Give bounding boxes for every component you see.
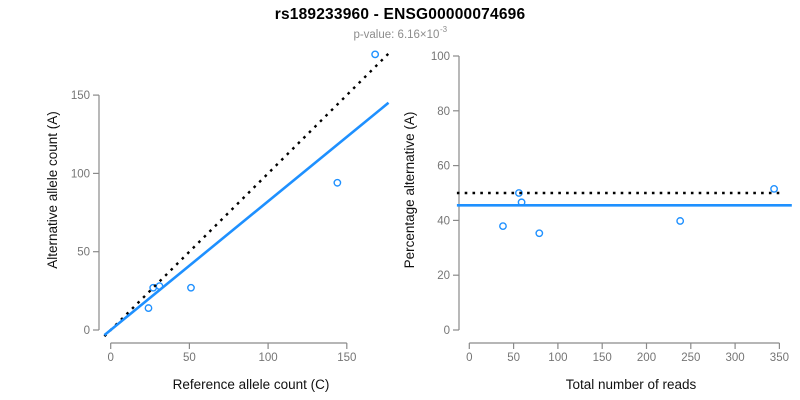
- y-tick-label: 100: [431, 51, 450, 63]
- x-tick-label: 250: [681, 352, 700, 364]
- x-axis-title: Reference allele count (C): [173, 377, 330, 392]
- expected-identity-line: [103, 50, 392, 338]
- y-tick-label: 20: [437, 270, 450, 282]
- data-point: [676, 217, 685, 225]
- x-tick-label: 100: [548, 352, 567, 364]
- x-tick-label: 150: [593, 352, 612, 364]
- x-tick-label: 150: [337, 352, 356, 364]
- x-tick-label: 200: [637, 352, 656, 364]
- data-point: [144, 304, 153, 312]
- right-plot: 0 20 40 60 80 100 0 50 100 150 200 250 300 350 Total n…: [402, 51, 792, 392]
- data-point: [371, 50, 380, 59]
- x-tick-label: 0: [107, 352, 113, 364]
- left-plot: 0 50 100 150 0 50 100 150 Reference allele count…: [45, 50, 392, 392]
- pvalue-label: p-value: 6.16×10: [353, 28, 440, 41]
- y-tick-label: 150: [71, 90, 90, 102]
- x-tick-label: 100: [259, 352, 278, 364]
- y-tick-label: 80: [437, 106, 450, 118]
- y-tick-label: 50: [77, 247, 90, 259]
- y-tick-label: 0: [84, 325, 90, 337]
- x-tick-label: 50: [183, 352, 196, 364]
- pvalue-exponent: -3: [439, 25, 448, 34]
- y-tick-label: 60: [437, 161, 450, 173]
- y-tick-label: 100: [71, 168, 90, 180]
- data-point: [535, 229, 544, 238]
- x-tick-label: 300: [726, 352, 745, 364]
- y-tick-label: 0: [444, 325, 450, 337]
- data-point: [515, 189, 523, 197]
- y-axis-title: Percentage alternative (A): [402, 112, 417, 269]
- fitted-line: [103, 101, 390, 337]
- x-axis-title: Total number of reads: [566, 377, 697, 392]
- data-point: [187, 283, 195, 292]
- data-point: [333, 178, 342, 187]
- y-axis-title: Alternative allele count (A): [45, 111, 60, 269]
- page-title: rs189233960 - ENSG00000074696: [274, 6, 526, 23]
- x-tick-label: 50: [507, 352, 520, 364]
- data-point: [499, 222, 507, 231]
- page-subtitle: p-value: 6.16×10-3: [0, 25, 800, 41]
- y-tick-label: 40: [437, 215, 450, 227]
- x-tick-label: 0: [466, 352, 472, 364]
- x-tick-label: 350: [770, 352, 789, 364]
- data-point: [770, 184, 778, 193]
